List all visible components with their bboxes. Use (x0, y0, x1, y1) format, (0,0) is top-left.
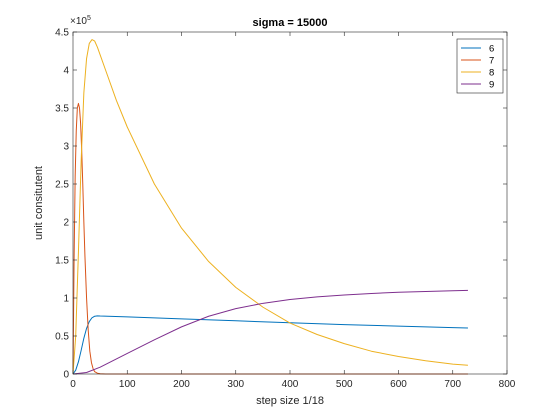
y-exponent-base: ×10 (70, 16, 87, 27)
x-tick-label: 400 (282, 379, 299, 390)
y-tick-label: 1 (63, 294, 69, 305)
y-tick-label: 1.5 (55, 256, 69, 267)
x-tick-label: 100 (119, 379, 136, 390)
x-tick-label: 600 (390, 379, 407, 390)
x-tick-label: 300 (227, 379, 244, 390)
series-layer (72, 39, 468, 375)
legend-label-6: 6 (489, 44, 494, 55)
plot-area (73, 32, 507, 374)
x-tick-label: 200 (173, 379, 190, 390)
series-line-8 (72, 39, 468, 375)
x-tick-label: 500 (336, 379, 353, 390)
y-tick-label: 0 (63, 370, 69, 381)
y-axis-exponent: ×105 (70, 15, 91, 27)
legend-label-7: 7 (489, 56, 494, 67)
legend-label-9: 9 (489, 80, 494, 91)
legend-label-8: 8 (489, 68, 494, 79)
x-tick-label: 700 (444, 379, 461, 390)
x-axis-label: step size 1/18 (256, 395, 324, 407)
y-axis: 0 0.5 1 1.5 2 2.5 3 3.5 4 4.5 (55, 28, 507, 381)
y-tick-label: 4.5 (55, 28, 69, 39)
x-tick-label: 0 (70, 379, 76, 390)
y-tick-label: 4 (63, 66, 69, 77)
y-tick-label: 2.5 (55, 180, 69, 191)
series-line-7 (72, 102, 468, 375)
y-tick-label: 3.5 (55, 104, 69, 115)
y-tick-label: 0.5 (55, 332, 69, 343)
y-axis-label: unit consitutent (33, 166, 45, 240)
x-tick-label: 800 (499, 379, 516, 390)
x-axis: 0 100 200 300 400 500 600 700 800 (70, 32, 516, 390)
legend-box (456, 38, 504, 94)
series-line-6 (72, 315, 468, 375)
y-exponent-power: 5 (87, 15, 91, 22)
series-line-9 (72, 289, 468, 375)
chart-title: sigma = 15000 (253, 17, 328, 29)
y-tick-label: 3 (63, 142, 69, 153)
y-tick-label: 2 (63, 218, 69, 229)
